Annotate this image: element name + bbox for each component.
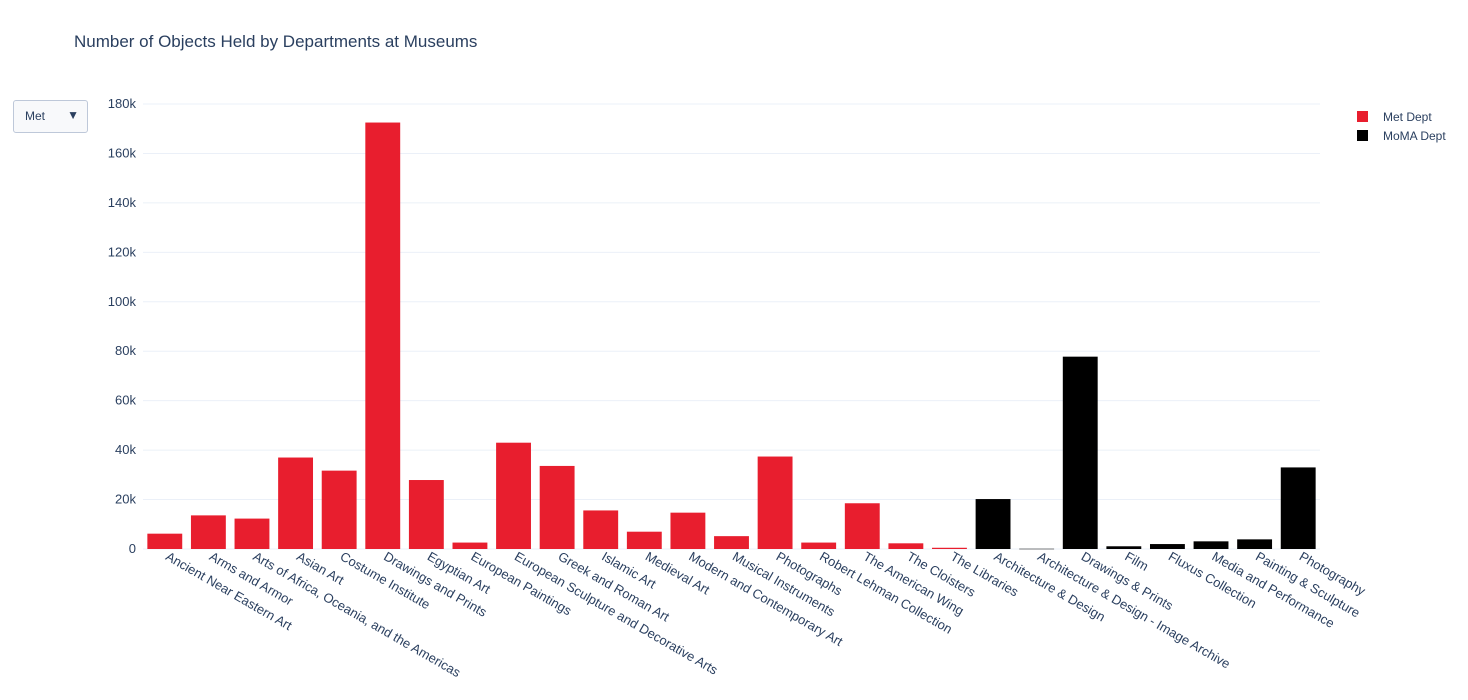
bar[interactable] [540,466,575,549]
bars [147,123,1315,550]
y-tick-label: 180k [108,96,137,111]
bar[interactable] [1019,549,1054,550]
bar[interactable] [278,458,313,549]
y-tick-label: 140k [108,195,137,210]
bar[interactable] [1106,546,1141,549]
bar[interactable] [670,513,705,549]
bar[interactable] [801,543,836,549]
y-tick-label: 60k [115,393,136,408]
y-tick-label: 80k [115,343,136,358]
y-tick-label: 120k [108,244,137,259]
y-tick-label: 160k [108,145,137,160]
bar[interactable] [235,519,270,549]
bar[interactable] [496,443,531,549]
gridlines [143,104,1320,549]
bar[interactable] [191,515,226,549]
bar[interactable] [1194,541,1229,549]
y-tick-label: 100k [108,294,137,309]
y-tick-label: 0 [129,541,136,556]
bar[interactable] [147,534,182,549]
bar[interactable] [932,548,967,549]
bar[interactable] [758,457,793,549]
bar[interactable] [845,503,880,549]
bar[interactable] [976,499,1011,549]
x-tick-label: Film [1122,549,1151,574]
bar[interactable] [453,543,488,549]
y-axis-ticks: 0 20k 40k 60k 80k 100k 120k 140k 160k 180k [108,96,137,556]
bar[interactable] [322,471,357,549]
bar[interactable] [365,123,400,549]
bar[interactable] [1237,539,1272,549]
bar[interactable] [1150,544,1185,549]
bar[interactable] [1063,357,1098,549]
bar[interactable] [888,543,923,549]
y-tick-label: 40k [115,442,136,457]
bar[interactable] [583,510,618,549]
bar[interactable] [714,536,749,549]
bar[interactable] [627,532,662,549]
y-tick-label: 20k [115,492,136,507]
bar[interactable] [1281,467,1316,549]
bar[interactable] [409,480,444,549]
